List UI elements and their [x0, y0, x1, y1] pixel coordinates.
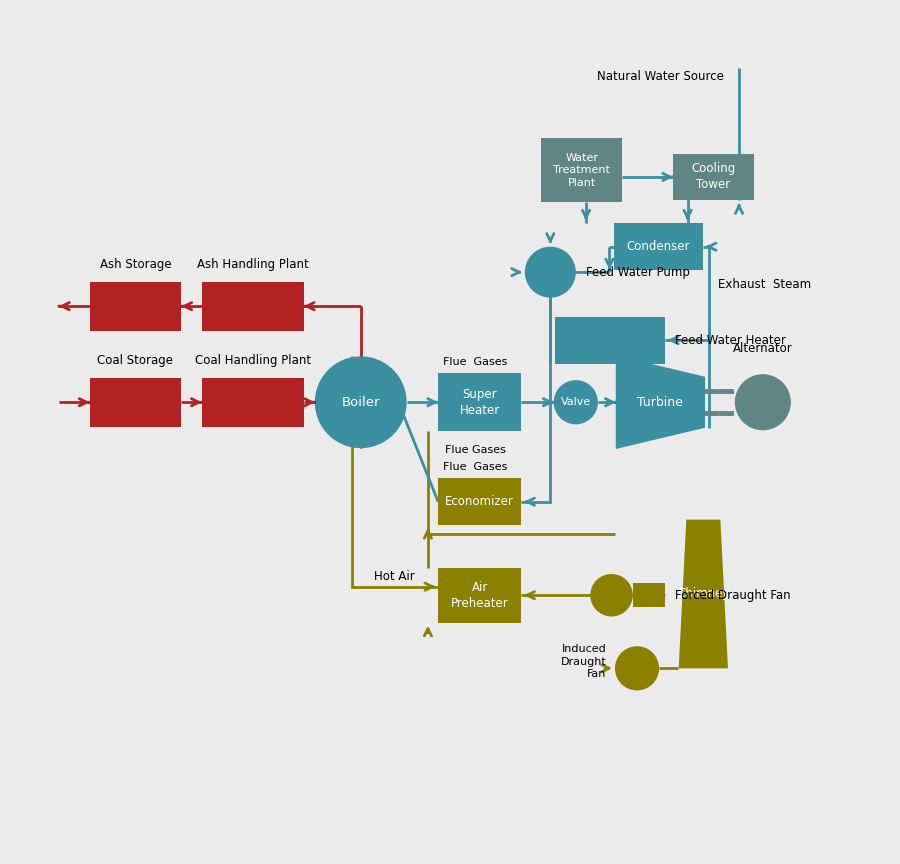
Bar: [633, 583, 665, 607]
Text: Boiler: Boiler: [341, 396, 380, 409]
Circle shape: [590, 574, 633, 617]
Text: Flue  Gases: Flue Gases: [444, 357, 508, 366]
Text: Feed Water Heater: Feed Water Heater: [675, 334, 787, 346]
Polygon shape: [679, 519, 728, 669]
Text: Hot Air: Hot Air: [374, 570, 415, 583]
Text: Flue  Gases: Flue Gases: [444, 461, 508, 472]
Text: Forced Draught Fan: Forced Draught Fan: [675, 588, 791, 601]
Bar: [438, 568, 521, 623]
Bar: [542, 138, 622, 202]
Text: Flue Gases: Flue Gases: [446, 445, 506, 455]
Polygon shape: [616, 355, 705, 449]
Bar: [90, 282, 182, 331]
Text: Condenser: Condenser: [626, 240, 690, 253]
Text: Feed Water Pump: Feed Water Pump: [586, 265, 690, 279]
Bar: [90, 378, 182, 427]
Text: Super
Heater: Super Heater: [460, 388, 500, 416]
Text: Exhaust  Steam: Exhaust Steam: [718, 278, 811, 291]
Text: Water
Treatment
Plant: Water Treatment Plant: [554, 153, 610, 187]
Bar: [554, 317, 665, 364]
Circle shape: [525, 247, 576, 298]
Text: Chimney: Chimney: [677, 588, 730, 600]
Text: Induced
Draught
Fan: Induced Draught Fan: [561, 645, 607, 679]
Text: Air
Preheater: Air Preheater: [451, 581, 508, 610]
Bar: [438, 373, 521, 431]
Text: Coal Handling Plant: Coal Handling Plant: [194, 354, 310, 367]
Text: Turbine: Turbine: [637, 396, 683, 409]
Bar: [438, 479, 521, 525]
Circle shape: [615, 646, 659, 690]
Text: Alternator: Alternator: [733, 342, 793, 355]
Bar: [614, 223, 703, 270]
Circle shape: [315, 356, 407, 448]
Text: Natural Water Source: Natural Water Source: [597, 70, 724, 83]
Text: Economizer: Economizer: [446, 495, 514, 508]
Text: Ash Handling Plant: Ash Handling Plant: [197, 258, 309, 271]
Text: Coal Storage: Coal Storage: [97, 354, 174, 367]
Text: Ash Storage: Ash Storage: [100, 258, 171, 271]
Bar: [202, 282, 304, 331]
Circle shape: [734, 374, 791, 430]
Text: Cooling
Tower: Cooling Tower: [691, 162, 735, 192]
Bar: [202, 378, 304, 427]
Circle shape: [554, 380, 598, 424]
Text: Valve: Valve: [561, 397, 591, 407]
Bar: [673, 154, 754, 200]
